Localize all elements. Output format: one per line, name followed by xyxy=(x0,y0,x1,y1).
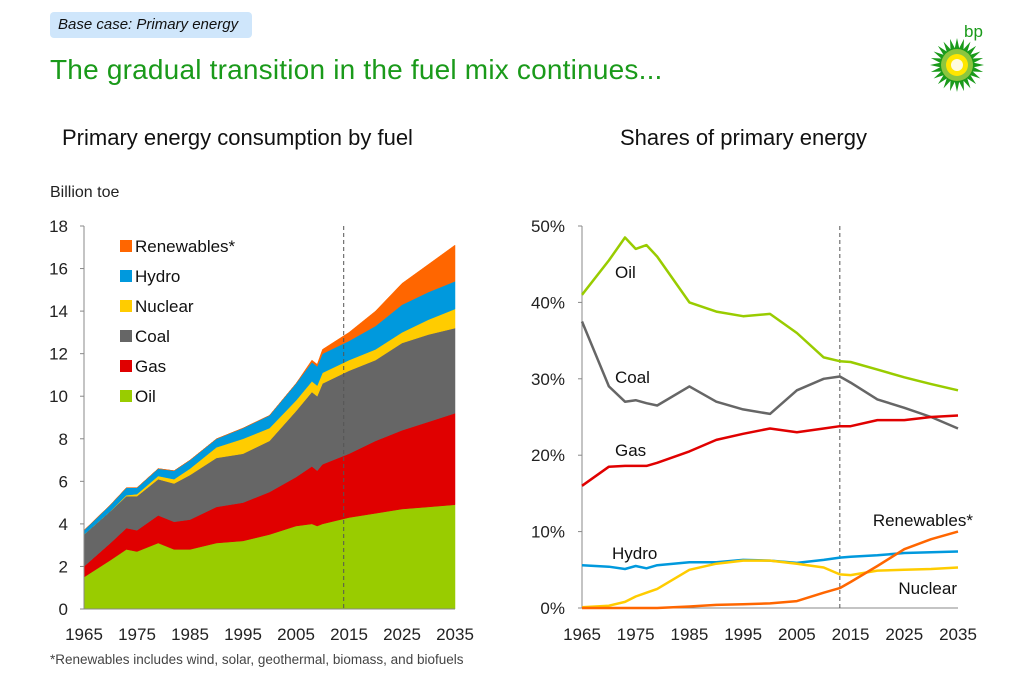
right-x-tick-label: 1965 xyxy=(563,625,601,644)
right-y-tick-label: 0% xyxy=(540,599,565,618)
footnote: *Renewables includes wind, solar, geothe… xyxy=(50,652,464,667)
left-y-tick-label: 8 xyxy=(59,430,68,449)
right-chart-title: Shares of primary energy xyxy=(620,125,867,150)
line-oil xyxy=(581,236,959,392)
bp-logo: bp xyxy=(930,22,984,92)
legend-label-renewables: Renewables* xyxy=(135,237,236,256)
series-label-renewables: Renewables* xyxy=(873,511,974,530)
helios-icon xyxy=(930,38,984,92)
series-label-hydro: Hydro xyxy=(612,544,657,563)
left-chart-title: Primary energy consumption by fuel xyxy=(62,125,413,150)
left-x-tick-label: 2035 xyxy=(436,625,474,644)
legend-swatch-gas xyxy=(120,360,132,372)
legend-swatch-oil xyxy=(120,390,132,402)
left-y-tick-label: 10 xyxy=(49,387,68,406)
left-y-tick-label: 18 xyxy=(49,217,68,236)
left-y-tick-label: 12 xyxy=(49,345,68,364)
bp-logo-text: bp xyxy=(964,22,983,41)
left-y-tick-label: 16 xyxy=(49,260,68,279)
line-nuclear xyxy=(581,559,959,609)
legend-label-oil: Oil xyxy=(135,387,156,406)
left-x-tick-label: 1995 xyxy=(224,625,262,644)
legend-label-coal: Coal xyxy=(135,327,170,346)
left-x-tick-label: 2025 xyxy=(383,625,421,644)
series-label-nuclear: Nuclear xyxy=(898,579,957,598)
right-x-tick-label: 2025 xyxy=(885,625,923,644)
right-y-tick-label: 30% xyxy=(531,370,565,389)
legend-label-hydro: Hydro xyxy=(135,267,180,286)
left-y-tick-label: 0 xyxy=(59,600,68,619)
left-y-tick-label: 2 xyxy=(59,557,68,576)
right-x-tick-label: 2015 xyxy=(832,625,870,644)
line-coal xyxy=(580,321,959,430)
left-y-tick-label: 14 xyxy=(49,302,68,321)
right-x-tick-label: 2005 xyxy=(778,625,816,644)
left-x-tick-label: 1985 xyxy=(171,625,209,644)
line-renewables xyxy=(582,530,959,610)
left-y-axis-label: Billion toe xyxy=(50,184,120,201)
series-label-oil: Oil xyxy=(615,263,636,282)
right-y-tick-label: 20% xyxy=(531,446,565,465)
legend-label-gas: Gas xyxy=(135,357,166,376)
legend-swatch-nuclear xyxy=(120,300,132,312)
left-x-tick-label: 2015 xyxy=(330,625,368,644)
left-y-tick-label: 4 xyxy=(59,515,68,534)
left-x-tick-label: 1975 xyxy=(118,625,156,644)
right-x-tick-label: 2035 xyxy=(939,625,977,644)
section-badge: Base case: Primary energy xyxy=(50,12,253,38)
legend-swatch-coal xyxy=(120,330,132,342)
right-y-tick-label: 10% xyxy=(531,523,565,542)
legend-swatch-renewables xyxy=(120,240,132,252)
right-y-tick-label: 50% xyxy=(531,217,565,236)
right-y-tick-label: 40% xyxy=(531,293,565,312)
line-gas xyxy=(581,414,959,487)
series-label-coal: Coal xyxy=(615,368,650,387)
slide-title: The gradual transition in the fuel mix c… xyxy=(50,54,663,85)
right-x-tick-label: 1975 xyxy=(617,625,655,644)
right-x-tick-label: 1985 xyxy=(671,625,709,644)
area-renewables xyxy=(83,244,456,531)
right-x-tick-label: 1995 xyxy=(724,625,762,644)
legend-swatch-hydro xyxy=(120,270,132,282)
left-x-tick-label: 2005 xyxy=(277,625,315,644)
left-y-tick-label: 6 xyxy=(59,472,68,491)
series-label-gas: Gas xyxy=(615,441,646,460)
legend-label-nuclear: Nuclear xyxy=(135,297,194,316)
left-x-tick-label: 1965 xyxy=(65,625,103,644)
